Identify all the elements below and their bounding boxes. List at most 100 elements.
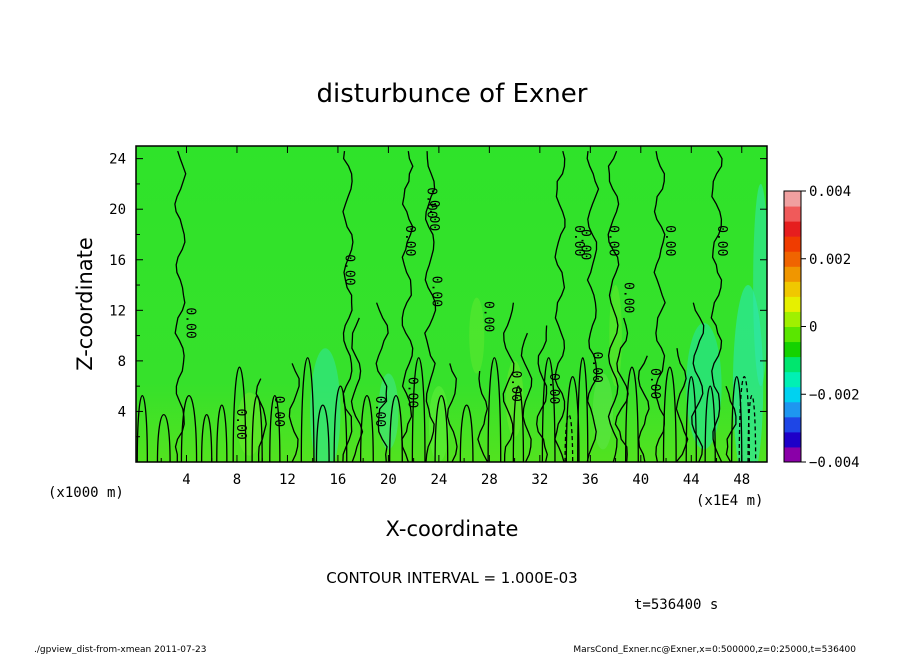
contour-label: 0.00 — [620, 282, 635, 313]
time-stamp: t=536400 s — [634, 597, 718, 613]
contour-label: 0.00 — [233, 408, 248, 439]
colorbar-swatch — [784, 251, 801, 267]
contour-loop — [459, 404, 474, 462]
colorbar-tick-label: −0.004 — [809, 455, 860, 471]
contour-line — [637, 355, 650, 462]
colorbar-tick-label: 0.004 — [809, 184, 851, 200]
contour-loop — [487, 357, 502, 462]
contour-label: 0.00 — [429, 276, 444, 307]
contour-line — [710, 150, 723, 462]
anomaly-blob — [378, 373, 399, 450]
y-tick-label: 20 — [109, 202, 126, 218]
contour-line — [536, 325, 548, 462]
contour-line — [255, 378, 267, 462]
contour-label: 0.00 — [424, 187, 439, 218]
contour-label: 0.00 — [402, 225, 417, 256]
colorbar-swatch — [784, 401, 801, 418]
y-tick-label: 16 — [109, 253, 126, 269]
contour-labels: 0.000.00 0.000.000.000.000.000.000.000.00… — [183, 187, 729, 440]
contour-label: 0.00 — [546, 373, 561, 404]
x-tick-label: 28 — [481, 472, 498, 488]
contour-line — [174, 150, 187, 462]
x-axis: 4 8 12 16 20 24 28 32 36 40 44 48 — [160, 146, 750, 488]
contour-loop — [577, 357, 589, 462]
contour-line — [424, 151, 437, 462]
x-tick-label: 20 — [380, 472, 397, 488]
contour-loop — [180, 394, 198, 462]
contour-loop — [625, 366, 639, 462]
y-axis-label: Z-coordinate — [73, 237, 97, 371]
contour-line — [288, 363, 300, 462]
contour-line — [520, 332, 533, 462]
contour-label: 0.00 — [372, 396, 387, 427]
contour-label: 0.00 — [271, 396, 286, 427]
contour-line — [477, 370, 489, 462]
x-tick-label: 44 — [683, 472, 700, 488]
contour-interval: CONTOUR INTERVAL = 1.000E-03 — [326, 569, 577, 587]
colorbar-swatch — [784, 281, 801, 297]
contour-line — [502, 302, 515, 462]
colorbar-swatch — [784, 431, 801, 448]
contour-line — [342, 151, 354, 462]
y-tick-label: 24 — [109, 152, 126, 168]
colorbar-swatch — [784, 311, 801, 327]
contour-loop — [136, 394, 149, 462]
contour-label: 0.00 — [342, 254, 357, 285]
x-tick-label: 32 — [531, 472, 548, 488]
contour-loop — [232, 366, 247, 462]
contour-label: 0.00 — [426, 200, 441, 231]
contour-loop — [662, 366, 677, 462]
x-tick-label: 48 — [733, 472, 750, 488]
colorbar-swatch — [784, 446, 801, 463]
colorbar-swatch — [784, 416, 801, 433]
anomaly-blob — [753, 183, 767, 387]
chart-title: disturbunce of Exner — [317, 79, 588, 109]
anomaly-blob — [686, 322, 722, 450]
colorbar — [784, 191, 801, 463]
contour-label: 0.00 — [183, 307, 198, 338]
contour-label: 0.00 — [571, 225, 586, 256]
x-tick-label: 8 — [233, 472, 241, 488]
contour-loop — [269, 394, 281, 462]
anomaly-blob — [428, 386, 449, 462]
contour-loop — [541, 357, 556, 462]
contour-line — [401, 151, 414, 462]
colorbar-swatch — [784, 356, 801, 373]
contour-loop — [512, 385, 525, 462]
y-tick-label: 4 — [118, 404, 126, 420]
plot-frame — [135, 145, 768, 463]
colorbar-tick-label: 0.002 — [809, 252, 851, 268]
colorbar-tick-label: 0 — [809, 320, 817, 336]
colorbar-swatch — [784, 191, 801, 207]
contour-loop — [200, 413, 213, 462]
x-tick-label: 16 — [329, 472, 346, 488]
colorbar-swatch — [784, 326, 801, 343]
colorbar-swatch — [784, 266, 801, 282]
x-tick-label: 24 — [430, 472, 447, 488]
colorbar-swatch — [784, 221, 801, 237]
contour-loop — [411, 357, 426, 462]
contour-lines — [136, 150, 757, 462]
colorbar-swatch — [784, 206, 801, 222]
colorbar-swatch — [784, 386, 801, 403]
contour-line — [350, 317, 364, 462]
plot-area: 0.000.00 0.000.000.000.000.000.000.000.00… — [136, 146, 767, 462]
x-unit-label: (x1000 m) — [48, 485, 124, 501]
contour-label: 0.00 — [662, 225, 677, 256]
contour-loop — [300, 357, 315, 462]
contour-label: 0.00 — [589, 352, 604, 383]
x-axis-label: X-coordinate — [386, 517, 519, 541]
contour-line — [607, 150, 620, 462]
contour-loop — [315, 404, 330, 462]
y-axis: 4 8 12 16 20 24 — [109, 152, 767, 438]
colorbar-swatch — [784, 296, 801, 312]
contour-label: 0.00 — [508, 371, 523, 402]
contour-loop — [359, 394, 374, 462]
contour-label: 0.00 — [405, 377, 420, 408]
x-scale-label: (x1E4 m) — [696, 493, 763, 509]
x-tick-label: 40 — [632, 472, 649, 488]
contour-loop — [434, 394, 449, 462]
colorbar-swatch — [784, 341, 801, 358]
contour-loop — [333, 385, 348, 462]
